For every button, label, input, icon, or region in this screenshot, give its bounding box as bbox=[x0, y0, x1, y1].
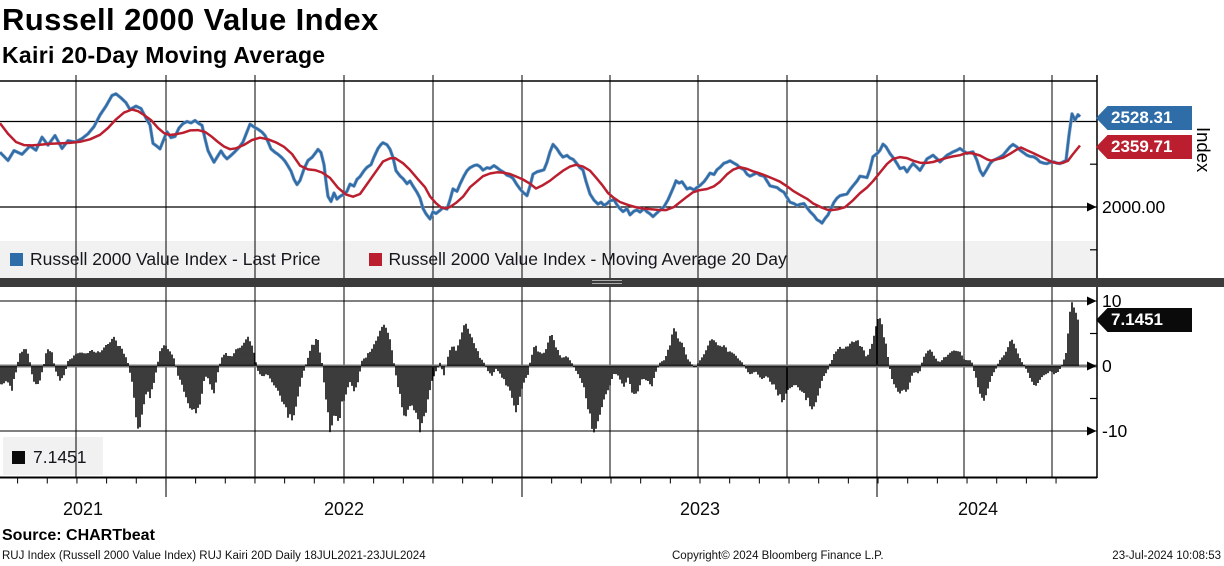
legend-label: Russell 2000 Value Index - Moving Averag… bbox=[388, 248, 787, 269]
red-series-swatch-icon bbox=[368, 252, 382, 266]
kairi-tick-zero: 0 bbox=[1102, 356, 1112, 376]
divider-drag-handle-icon[interactable] bbox=[592, 280, 622, 285]
price-line-halo bbox=[0, 92, 1082, 225]
kairi-legend-value: 7.1451 bbox=[33, 446, 87, 467]
footer-timestamp: 23-Jul-2024 10:08:53 bbox=[1112, 550, 1221, 562]
legend-item-moving-average[interactable]: Russell 2000 Value Index - Moving Averag… bbox=[368, 248, 787, 270]
source-note: Source: CHARTbeat bbox=[2, 527, 155, 544]
x-axis-year-2021: 2021 bbox=[62, 499, 104, 519]
x-axis-year-2024: 2024 bbox=[957, 499, 999, 519]
axis-arrow-icon bbox=[1087, 361, 1097, 371]
y-axis-title: Index bbox=[1193, 127, 1214, 173]
page-title: Russell 2000 Value Index bbox=[2, 2, 379, 37]
bottom-panel-legend[interactable]: 7.1451 bbox=[12, 446, 87, 468]
y-axis-tick-2000: 2000.00 bbox=[1102, 197, 1166, 217]
top-legend-band bbox=[0, 241, 1097, 278]
legend-label: Russell 2000 Value Index - Last Price bbox=[30, 248, 321, 269]
moving-average-line bbox=[0, 108, 1081, 212]
axis-arrow-icon bbox=[1087, 426, 1097, 436]
footer-ticker-info: RUJ Index (Russell 2000 Value Index) RUJ… bbox=[2, 550, 426, 562]
kairi-value-tag: 7.1451 bbox=[1096, 308, 1192, 332]
last-price-tag: 2528.31 bbox=[1096, 106, 1192, 130]
black-series-swatch-icon bbox=[12, 450, 25, 464]
axis-arrow-icon bbox=[1087, 296, 1097, 306]
price-line bbox=[0, 92, 1081, 225]
moving-average-tag: 2359.71 bbox=[1096, 135, 1192, 159]
page-subtitle: Kairi 20-Day Moving Average bbox=[2, 42, 326, 68]
kairi-bars bbox=[0, 302, 1079, 433]
x-axis-year-2022: 2022 bbox=[323, 499, 365, 519]
kairi-tick-plus10: 10 bbox=[1102, 291, 1122, 311]
footer-copyright: Copyright© 2024 Bloomberg Finance L.P. bbox=[672, 550, 884, 562]
kairi-tick-minus10: -10 bbox=[1102, 421, 1128, 441]
x-axis-year-2023: 2023 bbox=[679, 499, 721, 519]
axis-arrow-icon bbox=[1087, 202, 1097, 212]
top-panel-legend: Russell 2000 Value Index - Last Price Ru… bbox=[10, 245, 827, 273]
legend-item-last-price[interactable]: Russell 2000 Value Index - Last Price bbox=[10, 249, 321, 270]
blue-series-swatch-icon bbox=[10, 252, 23, 266]
